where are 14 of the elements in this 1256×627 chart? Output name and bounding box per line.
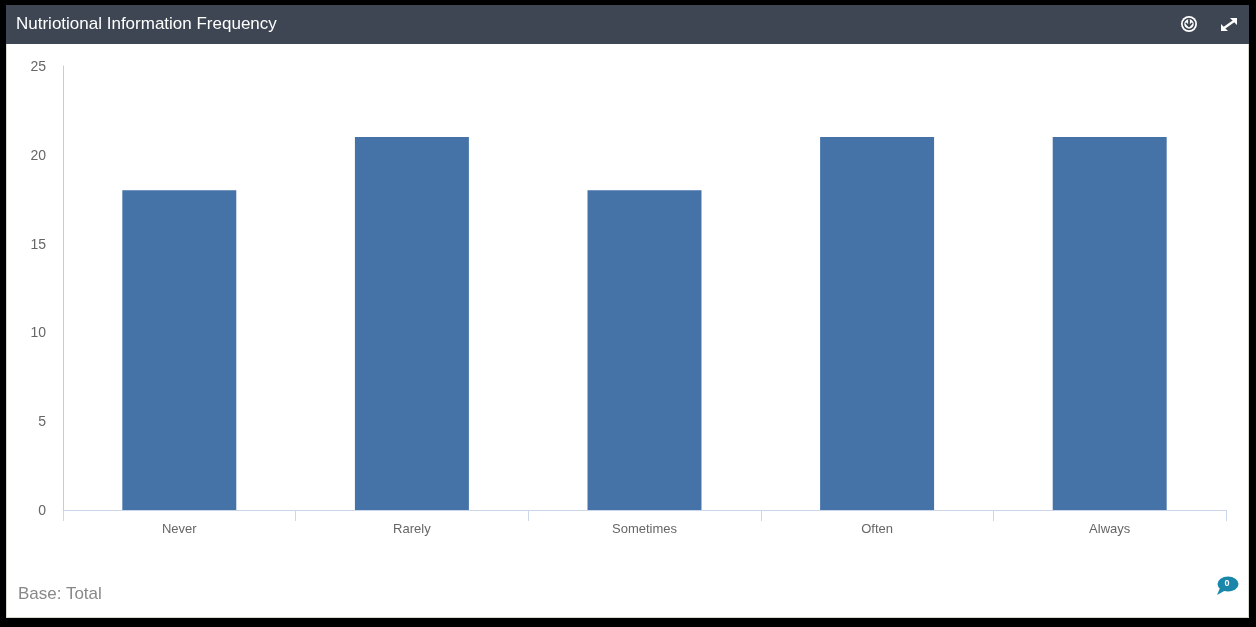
y-tick-label: 20 xyxy=(30,146,47,163)
text: 0 xyxy=(1223,578,1231,588)
chart-title: Nutriotional Information Frequency xyxy=(16,14,277,34)
x-tick-label: Often xyxy=(861,521,893,536)
x-tick-label: Rarely xyxy=(393,521,432,536)
y-tick-label: 15 xyxy=(30,235,47,252)
x-tick-label: Always xyxy=(1089,521,1131,536)
x-tick-label: Never xyxy=(161,521,198,536)
y-tick-label: 25 xyxy=(30,58,47,74)
text: Base: Total xyxy=(18,584,102,604)
y-tick-label: 10 xyxy=(30,324,47,341)
y-tick-label: 0 xyxy=(38,502,47,518)
y-tick-label: 5 xyxy=(38,413,47,430)
x-tick-label: Sometimes xyxy=(611,521,678,536)
